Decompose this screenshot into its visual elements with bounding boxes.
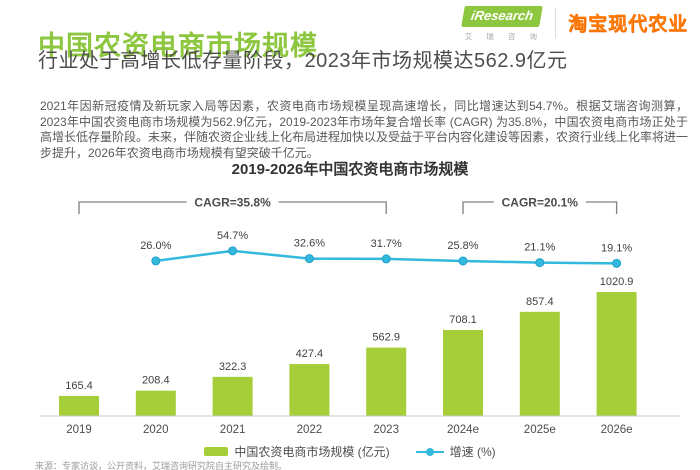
bar-value-2021: 322.3 xyxy=(219,361,247,373)
growth-label-2024e: 25.8% xyxy=(447,240,478,252)
chart-title: 2019-2026年中国农资电商市场规模 xyxy=(231,161,469,178)
line-series-swatch-dot xyxy=(426,447,435,456)
bar-2019 xyxy=(59,395,99,416)
year-label-2023: 2023 xyxy=(373,424,399,436)
cagr-label-1: CAGR=20.1% xyxy=(502,196,579,210)
year-label-2024e: 2024e xyxy=(447,424,479,436)
bar-2026e xyxy=(596,291,637,416)
page-title: 中国农资电商市场规模 xyxy=(38,31,318,62)
bar-value-2019: 165.4 xyxy=(65,380,93,392)
growth-dot-2022 xyxy=(304,254,314,264)
bar-2022 xyxy=(289,364,330,416)
year-label-2021: 2021 xyxy=(220,424,246,436)
year-label-2026e: 2026e xyxy=(601,424,633,436)
growth-label-2021: 54.7% xyxy=(217,230,248,242)
bar-value-2020: 208.4 xyxy=(142,375,170,387)
line-series-swatch xyxy=(415,447,444,456)
growth-dot-2025e xyxy=(535,258,545,268)
source-footnote: 来源：专家访谈，公开资料，艾瑞咨询研究院自主研究及绘制。 xyxy=(35,461,288,470)
growth-dot-2026e xyxy=(612,258,622,268)
growth-label-2026e: 19.1% xyxy=(601,242,632,254)
growth-label-2025e: 21.1% xyxy=(524,242,555,254)
growth-dot-2020 xyxy=(151,256,161,266)
bar-value-2022: 427.4 xyxy=(296,348,324,360)
partner-logo: 淘宝现代农业 xyxy=(567,14,688,35)
cagr-bracket-0 xyxy=(78,201,387,214)
cagr-label-0: CAGR=35.8% xyxy=(194,196,271,210)
bar-value-2026e: 1020.9 xyxy=(600,276,634,288)
bar-value-2025e: 857.4 xyxy=(526,296,554,308)
growth-label-2023: 31.7% xyxy=(371,238,402,250)
page-subtitle: 行业处于高增长低存量阶段，2023年市场规模达562.9亿元 xyxy=(38,50,568,72)
year-label-2019: 2019 xyxy=(66,424,92,436)
bar-value-2023: 562.9 xyxy=(372,332,400,344)
growth-dot-2023 xyxy=(381,254,391,264)
legend-item-bar-series: 中国农资电商市场规模 (亿元) xyxy=(204,443,390,460)
bar-series-swatch xyxy=(204,447,229,456)
growth-label-2022: 32.6% xyxy=(294,238,325,250)
line-series-label: 增速 (%) xyxy=(449,445,496,459)
iresearch-badge: iResearch xyxy=(460,6,543,27)
iresearch-logo: iResearch 艾 瑞 咨 询 xyxy=(460,6,543,42)
year-label-2022: 2022 xyxy=(297,424,323,436)
bar-value-2024e: 708.1 xyxy=(449,314,477,326)
chart-legend: 中国农资电商市场规模 (亿元) 增速 (%) xyxy=(30,443,670,460)
iresearch-cn-label: 艾 瑞 咨 询 xyxy=(464,31,543,41)
bar-2020 xyxy=(135,390,176,416)
year-label-2020: 2020 xyxy=(143,424,169,436)
logo-block: iResearch 艾 瑞 咨 询 淘宝现代农业 xyxy=(460,6,688,42)
market-size-chart: CAGR=35.8% CAGR=20.1% 165.4 208.4 322.3 427.4… xyxy=(40,196,680,436)
growth-dot-2024e xyxy=(458,256,468,266)
bar-2025e xyxy=(519,311,560,416)
bar-2023 xyxy=(366,347,407,416)
bar-2024e xyxy=(443,329,483,416)
year-label-2025e: 2025e xyxy=(524,424,556,436)
bar-2021 xyxy=(212,376,253,416)
logo-divider xyxy=(554,8,556,38)
growth-dot-2021 xyxy=(228,246,238,256)
bar-series-label: 中国农资电商市场规模 (亿元) xyxy=(234,445,390,459)
body-paragraph: 2021年因新冠疫情及新玩家入局等因素，农资电商市场规模呈现高速增长，同比增速达… xyxy=(40,99,689,160)
cagr-bracket-1 xyxy=(462,201,618,214)
legend-item-line-series: 增速 (%) xyxy=(415,443,496,460)
growth-label-2020: 26.0% xyxy=(140,240,171,252)
